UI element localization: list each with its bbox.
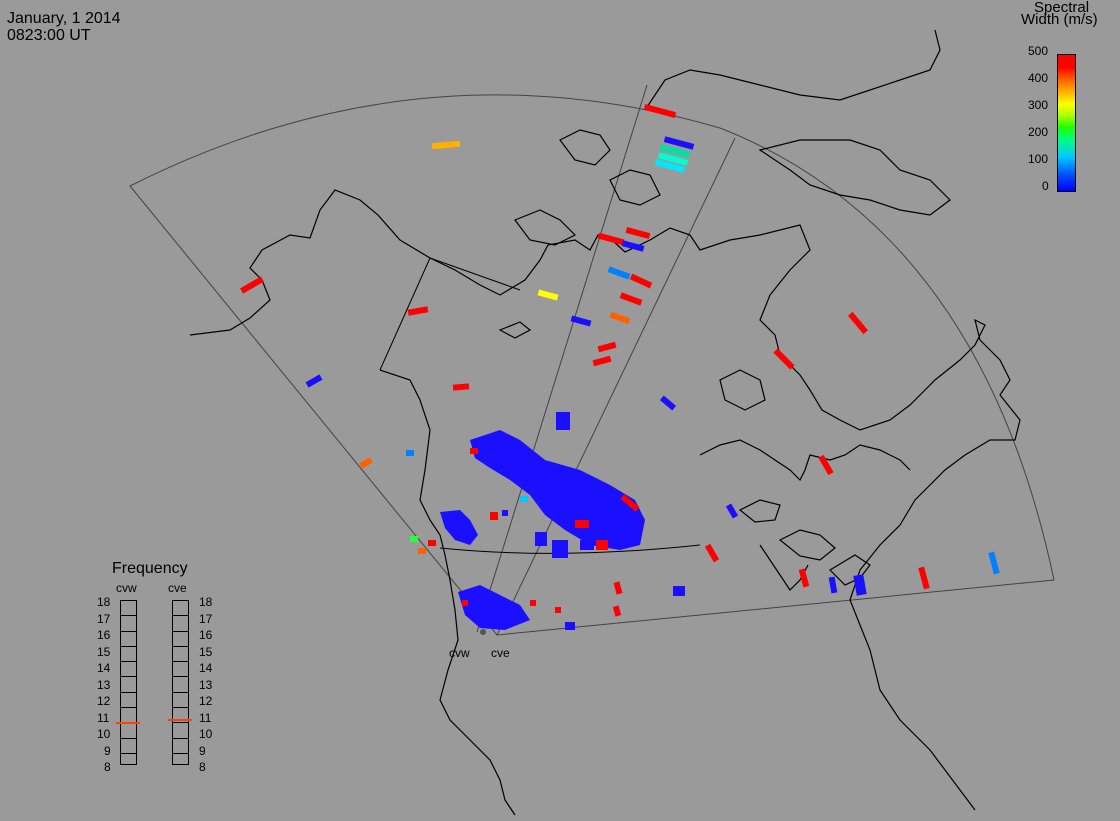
latitude-line <box>439 544 701 554</box>
frequency-right-tick-10: 10 <box>199 727 213 741</box>
frequency-cvw-box <box>120 600 137 765</box>
colorbar-tick-0: 0 <box>1042 179 1049 193</box>
colorbar <box>1057 54 1076 192</box>
frequency-left-tick-9: 9 <box>104 743 111 758</box>
frequency-cvw-marker <box>116 722 140 725</box>
frequency-left-tick-15: 15 <box>97 644 111 659</box>
frequency-right-tick-15: 15 <box>199 644 213 659</box>
backscatter-mid-echoes <box>359 140 1000 575</box>
frequency-cve-label: cve <box>168 581 187 595</box>
frequency-cve-marker <box>168 719 192 722</box>
frequency-right-tick-13: 13 <box>199 677 213 692</box>
frequency-right-tick-16: 16 <box>199 628 213 642</box>
fov-divider <box>496 137 736 636</box>
radar-label-cve: cve <box>491 646 510 660</box>
backscatter-red-echoes <box>240 103 930 617</box>
frequency-right-tick-18: 18 <box>199 595 213 609</box>
colorbar-tick-400: 400 <box>1028 71 1049 85</box>
frequency-left-tick-13: 13 <box>97 677 111 692</box>
frequency-left-tick-12: 12 <box>97 694 111 708</box>
frequency-cvw-label: cvw <box>116 581 137 595</box>
colorbar-title-line1: Spectral <box>1034 0 1090 16</box>
frequency-right-tick-17: 17 <box>199 611 213 626</box>
colorbar-title-line2: Width (m/s) <box>1021 11 1098 28</box>
frequency-right-tick-12: 12 <box>199 694 213 708</box>
frequency-right-tick-8: 8 <box>199 760 206 774</box>
colorbar-tick-300: 300 <box>1028 98 1049 112</box>
backscatter-blue-echoes <box>305 136 867 630</box>
frequency-left-tick-16: 16 <box>97 628 111 642</box>
backscatter-blue-region <box>440 412 645 630</box>
frequency-left-tick-14: 14 <box>97 661 111 675</box>
fov-outline <box>129 94 1055 636</box>
frequency-right-tick-11: 11 <box>199 710 212 725</box>
frequency-left-tick-11: 11 <box>97 710 110 725</box>
frequency-left-tick-17: 17 <box>97 611 111 626</box>
political-borders <box>379 257 521 371</box>
frequency-cve-box <box>172 600 189 765</box>
coastlines <box>189 29 1021 816</box>
time-label: 0823:00 UT <box>7 27 91 44</box>
radar-label-cvw: cvw <box>449 646 470 660</box>
frequency-right-tick-14: 14 <box>199 661 213 675</box>
frequency-title: Frequency <box>112 560 188 577</box>
frequency-right-tick-9: 9 <box>199 743 206 758</box>
radar-site-marker <box>480 629 486 635</box>
colorbar-tick-500: 500 <box>1028 44 1049 58</box>
colorbar-tick-100: 100 <box>1028 152 1049 166</box>
frequency-left-tick-8: 8 <box>104 760 111 774</box>
frequency-left-tick-18: 18 <box>97 595 111 609</box>
colorbar-tick-200: 200 <box>1028 125 1049 139</box>
frequency-left-tick-10: 10 <box>97 727 111 741</box>
date-label: January, 1 2014 <box>7 10 121 27</box>
